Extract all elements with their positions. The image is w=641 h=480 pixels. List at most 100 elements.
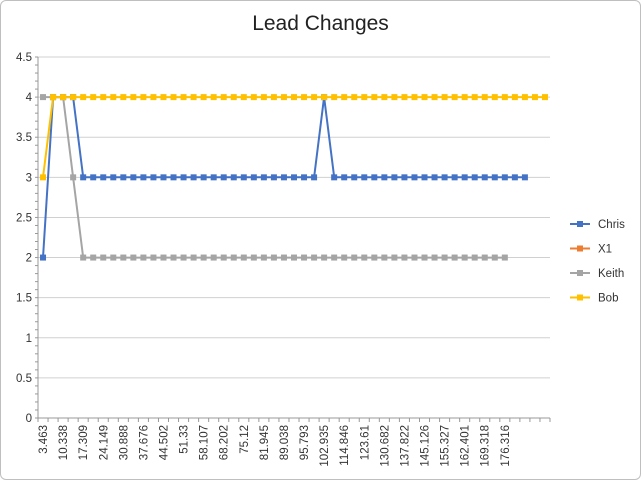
y-tick-label: 4.5 <box>16 52 32 64</box>
data-point-chris <box>371 174 378 181</box>
x-tick-label: 123.61 <box>359 425 371 460</box>
data-point-bob <box>311 94 318 101</box>
y-tick-label: 4 <box>26 92 33 104</box>
data-point-bob <box>170 94 177 101</box>
data-point-keith <box>501 254 508 261</box>
data-point-chris <box>260 174 267 181</box>
x-tick-label: 176.316 <box>500 425 512 467</box>
data-point-chris <box>311 174 318 181</box>
data-point-bob <box>240 94 247 101</box>
data-point-chris <box>521 174 528 181</box>
data-point-keith <box>481 254 488 261</box>
x-tick-label: 75.12 <box>239 425 251 454</box>
data-point-keith <box>371 254 378 261</box>
data-point-bob <box>60 94 67 101</box>
chart-title: Lead Changes <box>252 12 389 35</box>
x-tick-label: 10.338 <box>58 425 70 460</box>
data-point-bob <box>451 94 458 101</box>
data-point-bob <box>270 94 277 101</box>
data-point-bob <box>401 94 408 101</box>
data-point-keith <box>100 254 107 261</box>
data-point-keith <box>301 254 308 261</box>
data-point-chris <box>341 174 348 181</box>
data-point-bob <box>260 94 267 101</box>
data-point-keith <box>441 254 448 261</box>
data-point-chris <box>491 174 498 181</box>
data-point-keith <box>150 254 157 261</box>
x-tick-label: 37.676 <box>138 425 150 460</box>
data-point-bob <box>280 94 287 101</box>
data-point-chris <box>441 174 448 181</box>
data-point-keith <box>210 254 217 261</box>
data-point-bob <box>130 94 137 101</box>
data-point-keith <box>130 254 137 261</box>
data-point-chris <box>130 174 137 181</box>
data-point-keith <box>361 254 368 261</box>
data-point-bob <box>200 94 207 101</box>
data-point-keith <box>411 254 418 261</box>
data-point-chris <box>331 174 338 181</box>
data-point-chris <box>80 174 87 181</box>
data-point-chris <box>301 174 308 181</box>
data-point-chris <box>451 174 458 181</box>
data-point-keith <box>311 254 318 261</box>
data-point-chris <box>411 174 418 181</box>
x-tick-label: 58.107 <box>199 425 211 460</box>
data-point-keith <box>491 254 498 261</box>
data-point-keith <box>70 174 77 181</box>
data-point-bob <box>210 94 217 101</box>
data-point-bob <box>341 94 348 101</box>
data-point-bob <box>511 94 518 101</box>
data-point-bob <box>501 94 508 101</box>
data-point-keith <box>280 254 287 261</box>
legend-marker-chris <box>577 221 583 227</box>
x-tick-label: 114.846 <box>339 425 351 466</box>
data-point-keith <box>230 254 237 261</box>
x-tick-label: 24.149 <box>98 425 110 460</box>
data-point-bob <box>491 94 498 101</box>
data-point-keith <box>291 254 297 261</box>
data-point-bob <box>70 94 77 101</box>
data-point-bob <box>120 94 127 101</box>
data-point-bob <box>40 174 47 181</box>
data-point-keith <box>90 254 97 261</box>
legend-marker-x1 <box>577 245 583 252</box>
data-point-keith <box>250 254 257 261</box>
x-tick-label: 169.318 <box>480 425 492 467</box>
data-point-chris <box>431 174 438 181</box>
data-point-bob <box>411 94 418 101</box>
legend-marker-bob <box>577 294 583 301</box>
data-point-keith <box>461 254 468 261</box>
legend-marker-keith <box>577 270 583 276</box>
data-point-chris <box>200 174 207 181</box>
data-point-keith <box>421 254 428 261</box>
data-point-chris <box>270 174 277 181</box>
data-point-bob <box>250 94 257 101</box>
legend-label-keith: Keith <box>598 268 624 280</box>
y-tick-label: 0.5 <box>16 373 32 385</box>
data-point-bob <box>321 94 328 101</box>
data-point-bob <box>90 94 97 101</box>
data-point-bob <box>160 94 167 101</box>
data-point-chris <box>461 174 468 181</box>
data-point-keith <box>471 254 478 261</box>
x-tick-label: 162.401 <box>460 425 472 467</box>
data-point-bob <box>80 94 87 101</box>
data-point-bob <box>140 94 147 101</box>
x-tick-label: 30.888 <box>118 425 130 460</box>
y-tick-label: 3.5 <box>16 132 32 144</box>
data-point-keith <box>120 254 127 261</box>
data-point-keith <box>401 254 408 261</box>
data-point-keith <box>190 254 197 261</box>
x-tick-label: 44.502 <box>158 425 170 460</box>
x-tick-label: 145.126 <box>420 425 432 467</box>
y-tick-label: 1.5 <box>16 293 32 305</box>
y-tick-label: 2.5 <box>16 212 32 224</box>
x-tick-label: 51.33 <box>179 425 191 454</box>
data-point-bob <box>471 94 478 101</box>
data-point-keith <box>321 254 328 261</box>
data-point-chris <box>110 174 117 181</box>
data-point-bob <box>381 94 388 101</box>
data-point-keith <box>331 254 338 261</box>
